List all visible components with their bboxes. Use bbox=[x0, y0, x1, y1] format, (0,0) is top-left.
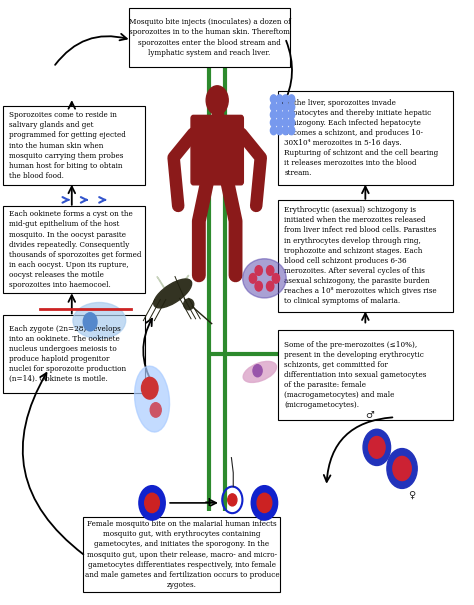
Circle shape bbox=[228, 494, 237, 506]
Circle shape bbox=[255, 281, 263, 291]
Circle shape bbox=[257, 493, 272, 512]
Text: Erythrocytic (asexual) schizogony is
initiated when the merozoites released
from: Erythrocytic (asexual) schizogony is ini… bbox=[284, 206, 437, 305]
Circle shape bbox=[83, 313, 97, 331]
Circle shape bbox=[387, 448, 417, 488]
Circle shape bbox=[283, 103, 289, 111]
Circle shape bbox=[266, 266, 274, 275]
FancyBboxPatch shape bbox=[191, 116, 243, 185]
Text: Each zygote (2n=28) develops
into an ookinete. The ookinete
nucleus undergoes me: Each zygote (2n=28) develops into an ook… bbox=[9, 324, 126, 383]
Circle shape bbox=[276, 111, 283, 119]
Circle shape bbox=[288, 111, 295, 119]
FancyBboxPatch shape bbox=[278, 200, 453, 312]
FancyBboxPatch shape bbox=[3, 315, 145, 393]
PathPatch shape bbox=[177, 275, 189, 290]
Circle shape bbox=[283, 126, 289, 135]
Circle shape bbox=[369, 436, 385, 458]
Ellipse shape bbox=[135, 366, 170, 432]
Circle shape bbox=[270, 103, 277, 111]
Text: Sporozoites come to reside in
salivary glands and get
programmed for getting eje: Sporozoites come to reside in salivary g… bbox=[9, 111, 126, 180]
Circle shape bbox=[283, 119, 289, 127]
Circle shape bbox=[139, 486, 165, 520]
PathPatch shape bbox=[155, 273, 168, 293]
Text: Female mosquito bite on the malarial human infects
mosquito gut, with erythrocyt: Female mosquito bite on the malarial hum… bbox=[84, 520, 279, 589]
Circle shape bbox=[150, 403, 161, 417]
Ellipse shape bbox=[154, 279, 191, 308]
Circle shape bbox=[276, 119, 283, 127]
FancyBboxPatch shape bbox=[3, 206, 145, 293]
Circle shape bbox=[266, 281, 274, 291]
FancyBboxPatch shape bbox=[278, 330, 453, 420]
Circle shape bbox=[288, 95, 295, 103]
Circle shape bbox=[270, 95, 277, 103]
Circle shape bbox=[288, 103, 295, 111]
Ellipse shape bbox=[73, 302, 126, 339]
Circle shape bbox=[252, 486, 277, 520]
FancyBboxPatch shape bbox=[278, 91, 453, 185]
Text: In the liver, sporozoites invade
hepatocytes and thereby initiate hepatic
schizo: In the liver, sporozoites invade hepatoc… bbox=[284, 99, 438, 177]
FancyBboxPatch shape bbox=[83, 517, 281, 592]
Ellipse shape bbox=[184, 299, 194, 310]
Text: ♂: ♂ bbox=[365, 410, 374, 420]
Circle shape bbox=[272, 273, 280, 283]
Circle shape bbox=[276, 103, 283, 111]
Circle shape bbox=[249, 273, 256, 283]
FancyBboxPatch shape bbox=[129, 8, 290, 67]
Circle shape bbox=[288, 119, 295, 127]
Ellipse shape bbox=[206, 86, 228, 115]
Circle shape bbox=[276, 95, 283, 103]
Circle shape bbox=[145, 493, 159, 512]
Ellipse shape bbox=[243, 361, 276, 382]
Circle shape bbox=[283, 111, 289, 119]
Text: Each ookinete forms a cyst on the
mid-gut epithelium of the host
mosquito. In th: Each ookinete forms a cyst on the mid-gu… bbox=[9, 211, 141, 289]
Circle shape bbox=[270, 119, 277, 127]
FancyBboxPatch shape bbox=[3, 106, 145, 185]
Circle shape bbox=[393, 456, 411, 480]
Circle shape bbox=[283, 95, 289, 103]
Text: Some of the pre-merozoites (≤10%),
present in the developing erythrocytic
schizo: Some of the pre-merozoites (≤10%), prese… bbox=[284, 341, 427, 409]
Text: +: + bbox=[204, 496, 215, 509]
Circle shape bbox=[288, 126, 295, 135]
FancyBboxPatch shape bbox=[212, 102, 223, 119]
Text: ♀: ♀ bbox=[408, 489, 415, 500]
Circle shape bbox=[363, 430, 391, 465]
Circle shape bbox=[270, 126, 277, 135]
Circle shape bbox=[253, 365, 262, 377]
Circle shape bbox=[276, 126, 283, 135]
Ellipse shape bbox=[243, 259, 286, 298]
Circle shape bbox=[255, 266, 263, 275]
Circle shape bbox=[270, 111, 277, 119]
Text: Mosquito bite injects (inoculates) a dozen of
sporozoites in to the human skin. : Mosquito bite injects (inoculates) a doz… bbox=[128, 18, 290, 57]
Circle shape bbox=[142, 378, 158, 399]
